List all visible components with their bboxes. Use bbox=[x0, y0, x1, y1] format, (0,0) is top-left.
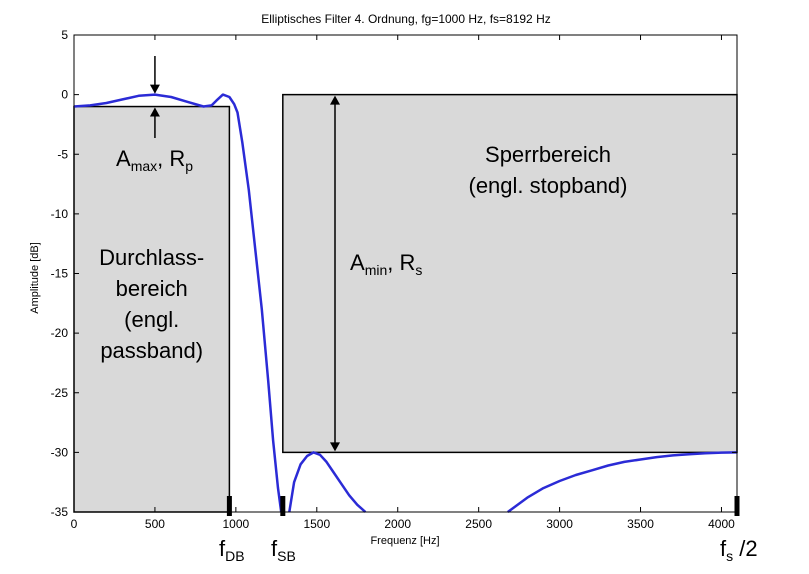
stopband-label-line: Sperrbereich bbox=[485, 142, 611, 167]
y-tick-label: 0 bbox=[61, 88, 68, 102]
x-tick-label: 1000 bbox=[223, 517, 250, 531]
x-axis-label: Frequenz [Hz] bbox=[370, 535, 439, 547]
fsb-label: fSB bbox=[271, 536, 296, 564]
x-tick-label: 3000 bbox=[546, 517, 573, 531]
stopband-label-line: (engl. stopband) bbox=[469, 173, 628, 198]
x-tick-label: 3500 bbox=[627, 517, 654, 531]
chart-title: Elliptisches Filter 4. Ordnung, fg=1000 … bbox=[261, 12, 550, 26]
fdb-marker bbox=[226, 496, 232, 516]
fs-half-marker bbox=[734, 496, 740, 516]
fsb-marker bbox=[280, 496, 286, 516]
amin-label: Amin, Rs bbox=[350, 250, 422, 278]
ticks-layer: 0 500 1000 1500 2000 2500 3000 3500 4000 5 0 -5 -10 -… bbox=[51, 28, 737, 531]
y-tick-label: -15 bbox=[51, 267, 69, 281]
passband-label-line: Durchlass- bbox=[99, 245, 204, 270]
stopband-region bbox=[282, 93, 738, 454]
y-tick-label: -25 bbox=[51, 386, 69, 400]
amax-arrowhead-up bbox=[149, 107, 160, 117]
response-curve-segment-2 bbox=[507, 451, 738, 514]
x-tick-label: 1500 bbox=[303, 517, 330, 531]
y-axis-label: Amplitude [dB] bbox=[29, 242, 41, 314]
x-tick-label: 2500 bbox=[465, 517, 492, 531]
annotations-layer: Durchlass-bereich (engl. passband) Sperrber… bbox=[99, 56, 758, 564]
y-tick-label: -30 bbox=[51, 445, 69, 459]
passband-label-line: passband) bbox=[100, 338, 203, 363]
y-tick-label: -10 bbox=[51, 207, 69, 221]
passband-label-line: bereich bbox=[116, 276, 188, 301]
regions-layer bbox=[73, 93, 738, 513]
x-tick-label: 4000 bbox=[708, 517, 735, 531]
amax-label: Amax, Rp bbox=[116, 146, 193, 174]
amax-arrowhead-down bbox=[149, 84, 160, 94]
x-tick-label: 500 bbox=[145, 517, 165, 531]
y-tick-label: 5 bbox=[61, 28, 68, 42]
amin-arrowhead-up bbox=[330, 95, 340, 105]
x-tick-label: 0 bbox=[71, 517, 78, 531]
passband-label-line: (engl. bbox=[124, 307, 179, 332]
passband-region bbox=[73, 105, 231, 513]
response-curve-segment-0 bbox=[73, 93, 283, 513]
curve-layer bbox=[73, 93, 738, 514]
y-tick-label: -5 bbox=[57, 147, 68, 161]
y-tick-label: -35 bbox=[51, 505, 69, 519]
response-curve-segment-1 bbox=[288, 451, 367, 513]
amin-arrowhead-down bbox=[330, 442, 340, 452]
fs-half-label: fs /2 bbox=[720, 536, 758, 564]
fdb-label: fDB bbox=[219, 536, 245, 564]
x-tick-label: 2000 bbox=[384, 517, 411, 531]
y-tick-label: -20 bbox=[51, 326, 69, 340]
